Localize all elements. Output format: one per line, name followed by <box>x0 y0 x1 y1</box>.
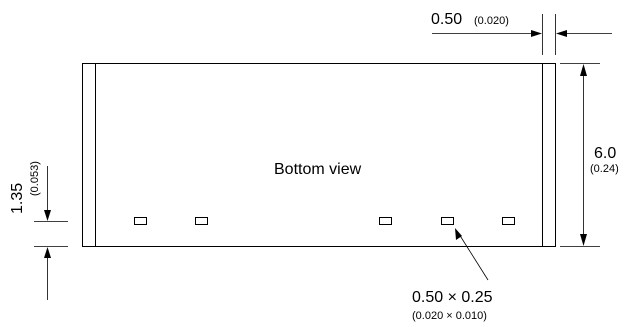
view-label: Bottom view <box>274 161 362 178</box>
pad <box>502 217 515 225</box>
dim-offset-value: 1.35 <box>9 183 26 214</box>
dim-pad-size-inch: (0.020 × 0.010) <box>412 310 487 322</box>
dim-pad-size: 0.50 × 0.25 (0.020 × 0.010) <box>412 228 493 322</box>
dim-offset-inch: (0.053) <box>29 161 41 196</box>
dim-pad-pitch-inch: (0.020) <box>474 15 509 27</box>
component-body <box>82 63 556 247</box>
dim-height: 6.0 (0.24) <box>560 63 619 247</box>
dim-height-inch: (0.24) <box>590 163 619 175</box>
dim-offset: 1.35 (0.053) <box>9 161 68 300</box>
pad <box>379 217 392 225</box>
pad <box>441 217 454 225</box>
pad <box>195 217 208 225</box>
pad <box>134 217 147 225</box>
dim-pad-pitch: 0.50 (0.020) <box>431 11 612 55</box>
dim-pad-pitch-value: 0.50 <box>431 11 462 28</box>
pad-group <box>134 217 515 225</box>
dim-pad-size-value: 0.50 × 0.25 <box>412 289 493 306</box>
dim-height-value: 6.0 <box>594 145 616 162</box>
